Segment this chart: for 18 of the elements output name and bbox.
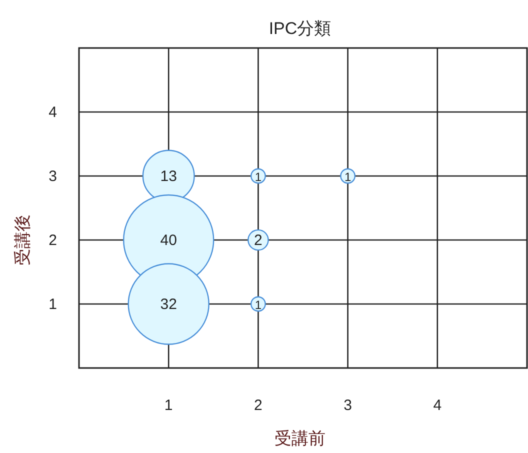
x-tick-label: 1 [164,397,173,414]
x-axis-title: 受講前 [274,429,326,448]
data-label: 1 [254,170,262,184]
data-label: 1 [254,298,262,312]
y-tick-label: 1 [48,296,57,313]
x-tick-label: 4 [433,397,442,414]
y-tick-label: 4 [48,104,57,121]
y-axis-title: 受講後 [13,214,32,266]
y-tick-label: 3 [48,168,57,185]
x-tick-label: 3 [344,397,352,414]
y-tick-label: 2 [48,232,57,249]
data-label: 32 [160,296,177,313]
data-label: 2 [254,232,262,249]
chart-title: IPC分類 [268,19,332,38]
x-tick-label: 2 [254,397,262,414]
data-label: 1 [344,170,352,184]
data-label: 13 [160,168,177,185]
data-label: 40 [160,232,177,249]
